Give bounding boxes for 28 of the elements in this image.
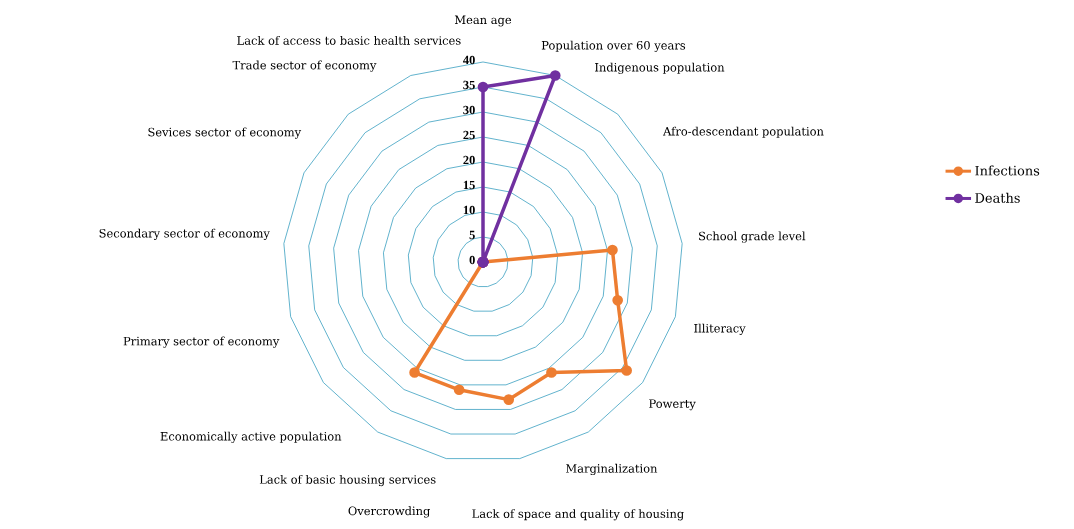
legend-label: Infections — [975, 165, 1040, 176]
spoke-label: Illiteracy — [694, 323, 746, 335]
y-tick-label: 40 — [463, 55, 475, 65]
y-tick-label: 15 — [463, 180, 475, 190]
spoke-label: School grade level — [699, 231, 806, 243]
spoke-label: Marginalization — [566, 463, 658, 476]
spoke-label: Powerty — [649, 399, 696, 411]
y-tick-label: 0 — [469, 255, 475, 265]
spoke-label: Primary sector of economy — [123, 336, 280, 348]
spoke-label: Sevices sector of economy — [148, 127, 302, 139]
spoke-label: Economically active population — [160, 431, 342, 443]
spoke-label: Overcrowding — [348, 506, 430, 518]
y-tick-label: 5 — [469, 230, 475, 240]
legend-label: Deaths — [975, 192, 1020, 203]
spoke-label: Trade sector of economy — [232, 60, 377, 72]
y-tick-label: 25 — [463, 130, 475, 140]
spoke-label: Indigenous population — [595, 62, 725, 74]
y-tick-label: 10 — [463, 205, 475, 215]
y-tick-label: 35 — [463, 80, 475, 90]
spoke-label: Secondary sector of economy — [99, 228, 270, 240]
spoke-label: Lack of access to basic health services — [237, 35, 461, 45]
spoke-label: Mean age — [454, 15, 512, 27]
spoke-label: Population over 60 years — [541, 40, 686, 53]
spoke-label: Afro-descendant population — [662, 126, 824, 138]
y-tick-label: 30 — [463, 105, 475, 115]
y-tick-label: 20 — [463, 155, 475, 165]
spoke-label: Lack of space and quality of housing — [472, 509, 684, 521]
spoke-label: Lack of basic housing services — [259, 474, 436, 487]
